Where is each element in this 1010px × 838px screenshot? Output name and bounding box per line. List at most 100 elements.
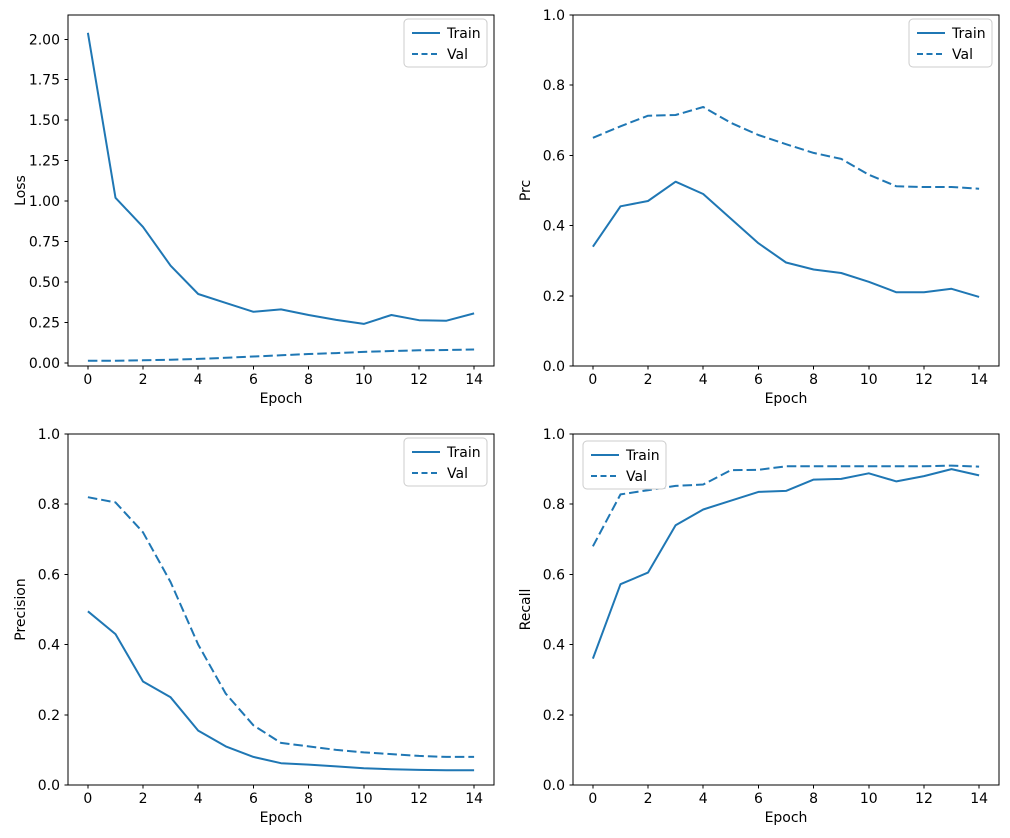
y-axis-label: Precision: [13, 578, 29, 640]
legend-label-train: Train: [951, 26, 986, 42]
axes-box: [572, 14, 1000, 367]
train-line: [87, 610, 475, 772]
axes-box: [67, 14, 495, 367]
y-tick-label: 0.8: [543, 78, 565, 94]
x-tick-label: 12: [410, 791, 428, 807]
prc-plot-svg: 0 2 4 6 8 10 12 14 0.0 0.2 0.4 0.6 0.8 1.0 Epoch Prc Tra…: [505, 0, 1010, 419]
y-tick-label: 0.4: [38, 638, 60, 654]
y-tick-label: 0.2: [543, 289, 565, 305]
x-tick-label: 8: [304, 372, 313, 388]
legend: Train Val: [908, 18, 993, 68]
loss-chart: 0 2 4 6 8 10 12 14 0.00 0.25 0.50 0.75 1.00 1.25 1.50 1…: [0, 0, 505, 419]
x-tick-label: 6: [249, 791, 258, 807]
y-tick-label: 0.0: [38, 778, 60, 794]
loss-plot-svg: 0 2 4 6 8 10 12 14 0.00 0.25 0.50 0.75 1.00 1.25 1.50 1…: [0, 0, 505, 419]
x-tick-label: 4: [699, 372, 708, 388]
x-tick-label: 4: [194, 791, 203, 807]
x-tick-label: 14: [970, 791, 988, 807]
y-tick-label: 0.8: [38, 497, 60, 513]
y-tick-label: 1.0: [543, 8, 565, 24]
plot-background: [505, 419, 1010, 838]
x-tick-label: 14: [465, 372, 483, 388]
x-axis-label: Epoch: [765, 391, 808, 407]
val-line: [87, 496, 475, 758]
train-line: [591, 468, 980, 659]
x-tick-label: 6: [754, 791, 763, 807]
precision-chart: 0 2 4 6 8 10 12 14 0.0 0.2 0.4 0.6 0.8 1.0 Epoch Precis…: [0, 419, 505, 838]
y-tick-label: 0.8: [543, 497, 565, 513]
y-tick-label: 0.0: [543, 359, 565, 375]
x-tick-label: 14: [970, 372, 988, 388]
y-tick-label: 0.0: [543, 778, 565, 794]
legend: Train Val: [403, 437, 488, 487]
x-tick-label: 2: [139, 372, 148, 388]
x-tick-label: 6: [754, 372, 763, 388]
axes-box: [67, 433, 495, 786]
y-tick-label: 1.0: [38, 427, 60, 443]
x-tick-label: 10: [355, 372, 373, 388]
x-tick-label: 8: [809, 791, 818, 807]
x-tick-label: 10: [355, 791, 373, 807]
plot-background: [505, 0, 1010, 419]
y-tick-label: 0.75: [29, 234, 60, 250]
y-tick-label: 1.50: [29, 113, 60, 129]
x-tick-label: 6: [249, 372, 258, 388]
x-tick-label: 12: [915, 791, 933, 807]
y-tick-label: 0.50: [29, 275, 60, 291]
legend-label-val: Val: [447, 47, 468, 63]
y-axis-label: Prc: [518, 180, 534, 201]
legend-label-train: Train: [446, 26, 481, 42]
plot-background: [0, 419, 505, 838]
x-tick-label: 2: [644, 791, 653, 807]
prc-chart: 0 2 4 6 8 10 12 14 0.0 0.2 0.4 0.6 0.8 1.0 Epoch Prc Tra…: [505, 0, 1010, 419]
y-tick-label: 0.00: [29, 356, 60, 372]
y-tick-label: 0.25: [29, 315, 60, 331]
legend: Train Val: [403, 18, 488, 68]
y-tick-label: 0.4: [543, 638, 565, 654]
axes-box: [572, 433, 1000, 786]
x-tick-label: 12: [915, 372, 933, 388]
y-tick-label: 2.00: [29, 32, 60, 48]
y-tick-label: 1.25: [29, 154, 60, 170]
x-tick-label: 8: [809, 372, 818, 388]
train-line: [592, 180, 980, 298]
y-axis-label: Loss: [13, 175, 29, 206]
x-tick-label: 2: [139, 791, 148, 807]
recall-chart: 0 2 4 6 8 10 12 14 0.0 0.2 0.4 0.6 0.8 1.0 Epoch Recall…: [505, 419, 1010, 838]
legend-label-val: Val: [952, 47, 973, 63]
x-tick-label: 8: [304, 791, 313, 807]
train-line: [86, 32, 475, 325]
x-tick-label: 2: [644, 372, 653, 388]
y-tick-label: 0.2: [38, 708, 60, 724]
y-tick-label: 1.75: [29, 73, 60, 89]
x-tick-label: 10: [860, 791, 878, 807]
legend: Train Val: [582, 440, 667, 490]
x-tick-label: 0: [588, 372, 597, 388]
legend-label-val: Val: [626, 469, 647, 485]
y-tick-label: 0.4: [543, 219, 565, 235]
x-axis-label: Epoch: [260, 391, 303, 407]
legend-label-val: Val: [447, 466, 468, 482]
x-axis-label: Epoch: [765, 810, 808, 826]
precision-plot-svg: 0 2 4 6 8 10 12 14 0.0 0.2 0.4 0.6 0.8 1.0 Epoch Precis…: [0, 419, 505, 838]
y-tick-label: 1.00: [29, 194, 60, 210]
y-axis-label: Recall: [518, 589, 534, 631]
val-line: [592, 106, 980, 190]
y-tick-label: 0.6: [543, 567, 565, 583]
y-tick-label: 0.6: [543, 148, 565, 164]
x-axis-label: Epoch: [260, 810, 303, 826]
recall-plot-svg: 0 2 4 6 8 10 12 14 0.0 0.2 0.4 0.6 0.8 1.0 Epoch Recall…: [505, 419, 1010, 838]
y-tick-label: 1.0: [543, 427, 565, 443]
legend-label-train: Train: [446, 445, 481, 461]
x-tick-label: 14: [465, 791, 483, 807]
x-tick-label: 12: [410, 372, 428, 388]
x-tick-label: 0: [588, 791, 597, 807]
val-line: [87, 348, 475, 362]
plot-background: [0, 0, 505, 419]
legend-label-train: Train: [625, 448, 660, 464]
x-tick-label: 0: [83, 372, 92, 388]
x-tick-label: 4: [194, 372, 203, 388]
y-tick-label: 0.6: [38, 567, 60, 583]
x-tick-label: 4: [699, 791, 708, 807]
